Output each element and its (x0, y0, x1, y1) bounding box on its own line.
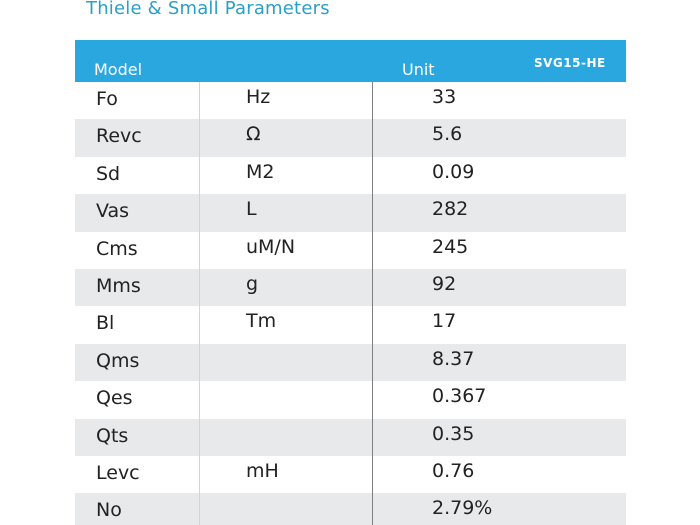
param-name: Fo (96, 88, 118, 110)
table-row: Qms 8.37 (75, 343, 626, 382)
param-unit: Tm (246, 310, 277, 333)
param-value: 0.367 (432, 385, 487, 408)
header-model-tag: SVG15-HE (534, 56, 606, 70)
param-unit: g (246, 272, 259, 295)
param-value: 5.6 (432, 123, 463, 146)
param-name: No (96, 499, 122, 522)
param-name: Sd (96, 162, 121, 185)
param-value: 33 (432, 86, 457, 108)
param-value: 2.79% (432, 497, 493, 520)
param-name: Cms (96, 237, 138, 260)
table-row: Qes 0.367 (75, 381, 626, 418)
param-unit: mH (246, 459, 279, 482)
param-value: 0.76 (432, 459, 475, 482)
param-value: 8.37 (432, 347, 475, 370)
param-name: Qts (96, 424, 129, 447)
param-name: Revc (96, 125, 142, 148)
param-value: 17 (432, 310, 457, 333)
param-name: Vas (96, 200, 130, 223)
param-unit: uM/N (246, 235, 296, 258)
header-model-label: Model (94, 60, 143, 79)
param-name: Bl (96, 312, 115, 335)
table-row: No 2.79% (75, 493, 626, 525)
table-body: Fo Hz 33 Revc Ω 5.6 Sd M2 0.09 Vas L 282… (75, 82, 626, 525)
param-unit: M2 (246, 160, 275, 183)
table-row: Mms g 92 (75, 268, 626, 307)
param-name: Qms (96, 349, 140, 372)
param-value: 0.09 (432, 160, 475, 183)
param-value: 92 (432, 272, 457, 295)
param-value: 0.35 (432, 422, 475, 445)
param-name: Levc (96, 461, 140, 484)
param-unit: Hz (246, 86, 271, 108)
page-title: Thiele & Small Parameters (86, 0, 330, 19)
table-header: Model Unit SVG15-HE (75, 40, 626, 82)
table-row: Vas L 282 (75, 194, 626, 232)
param-name: Qes (96, 387, 133, 410)
table-row: Sd M2 0.09 (75, 157, 626, 194)
table-row: Levc mH 0.76 (75, 456, 626, 493)
table-row: Fo Hz 33 (75, 82, 626, 119)
header-unit-label: Unit (402, 60, 435, 79)
table-row: Qts 0.35 (75, 418, 626, 456)
parameters-table: Model Unit SVG15-HE Fo Hz 33 Revc Ω 5.6 … (75, 40, 626, 525)
param-unit: L (246, 198, 257, 221)
column-divider (199, 82, 200, 525)
param-value: 282 (432, 198, 469, 221)
param-name: Mms (96, 274, 141, 297)
param-unit: Ω (246, 123, 261, 146)
table-row: Bl Tm 17 (75, 306, 626, 343)
param-value: 245 (432, 235, 469, 258)
table-row: Cms uM/N 245 (75, 232, 626, 269)
table-row: Revc Ω 5.6 (75, 119, 626, 157)
column-divider (372, 82, 373, 525)
